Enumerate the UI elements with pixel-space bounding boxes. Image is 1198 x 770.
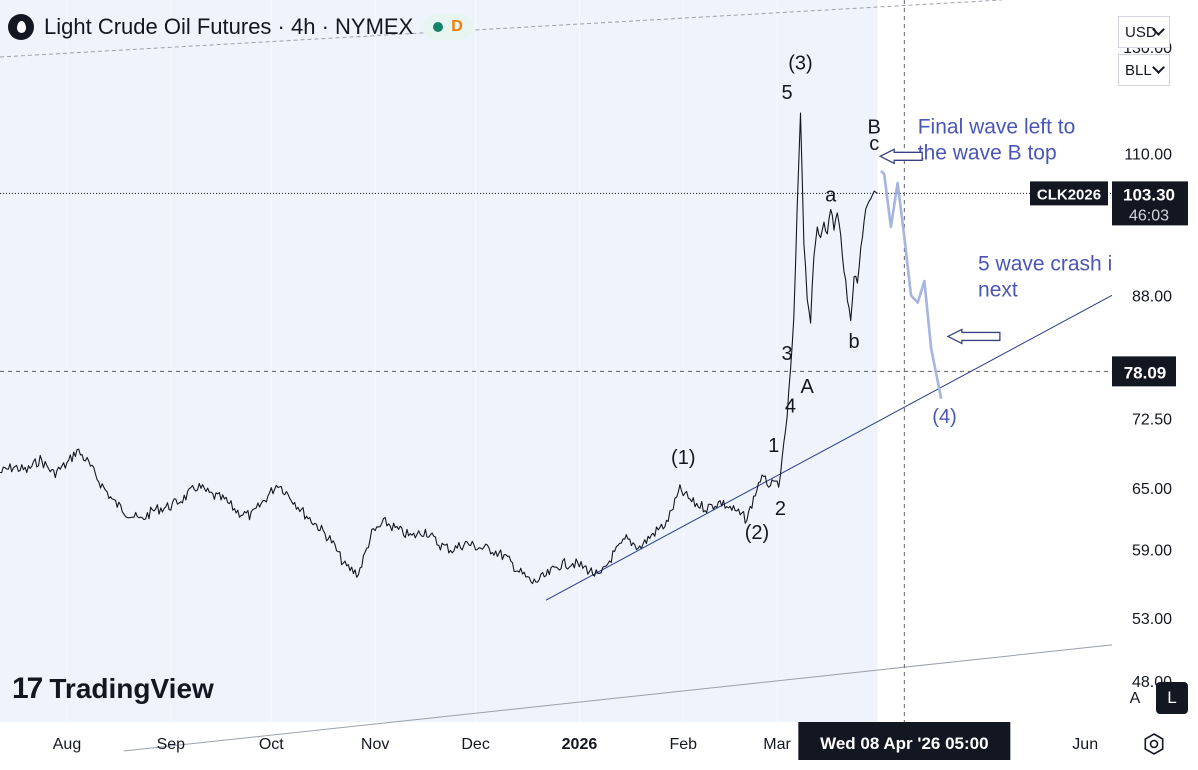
symbol-tag-label: CLK2026 — [1037, 186, 1101, 203]
time-tick-label: Nov — [361, 736, 389, 753]
time-tick-label: Oct — [259, 736, 284, 753]
unit-dropdown[interactable]: BLL — [1118, 54, 1170, 86]
price-tick-label: 53.00 — [1132, 611, 1172, 628]
delayed-data-badge: D — [451, 18, 463, 35]
annotation-text: 5 wave crash is next — [978, 253, 1123, 302]
wave-label: 5 — [782, 82, 793, 104]
history-background — [0, 0, 878, 722]
time-tick-label: Aug — [53, 736, 81, 753]
currency-dropdown[interactable]: USD — [1118, 16, 1170, 48]
trendline — [123, 644, 1113, 752]
time-tick-label: Feb — [669, 736, 697, 753]
annotation-line: next — [978, 279, 1018, 302]
price-tick-label: 65.00 — [1132, 481, 1172, 498]
price-tick-label: 59.00 — [1132, 543, 1172, 560]
market-status[interactable]: D — [423, 14, 473, 40]
crosshair-price-tag — [1112, 356, 1176, 387]
market-open-icon — [433, 22, 444, 32]
annotation-text: Final wave left to the wave B top — [918, 115, 1076, 164]
trendline — [545, 294, 1113, 601]
wave-label: c — [869, 133, 879, 155]
time-tick-label: Mar — [763, 736, 791, 753]
wave-label: (4) — [932, 406, 956, 428]
auto-scale-button[interactable]: A — [1129, 690, 1141, 707]
pointer-arrow-icon — [878, 148, 923, 165]
tradingview-mark-icon: 17 — [12, 672, 43, 705]
chevron-down-icon — [1152, 61, 1165, 74]
wave-label: A — [801, 376, 815, 398]
crosshair-time-tag — [798, 722, 1011, 760]
last-price-tag — [1112, 181, 1188, 226]
annotation-line: the wave B top — [918, 141, 1057, 164]
wave-label: b — [849, 331, 860, 353]
wave-label: 4 — [785, 395, 796, 417]
price-tick-label: 110.00 — [1124, 146, 1172, 163]
wave-label: 3 — [782, 343, 793, 365]
gear-icon[interactable] — [1142, 732, 1166, 756]
crosshair-price-value: 78.09 — [1124, 363, 1167, 382]
price-tick-label: 88.00 — [1132, 288, 1172, 305]
currency-label: USD — [1125, 23, 1157, 41]
wave-label: a — [825, 184, 837, 206]
last-price-value: 103.30 — [1123, 185, 1175, 204]
projection-series — [880, 170, 943, 399]
time-tick-label: Sep — [157, 736, 186, 753]
wave-label: B — [868, 116, 881, 138]
pointer-arrow-icon — [946, 328, 1001, 345]
wave-label: (3) — [788, 53, 812, 75]
tradingview-wordmark: TradingView — [49, 673, 214, 704]
symbol-tag — [1030, 181, 1108, 206]
time-tick-label: Jun — [1072, 736, 1098, 753]
trendline — [0, 0, 1002, 58]
wave-label: 1 — [768, 435, 779, 457]
symbol-title[interactable]: Light Crude Oil Futures · 4h · NYMEX — [44, 14, 414, 39]
unit-label: BLL — [1125, 61, 1152, 79]
time-tick-label: 2026 — [562, 736, 598, 753]
oil-drop-icon — [8, 14, 34, 40]
log-scale-button[interactable]: L — [1156, 682, 1188, 714]
wave-label: (2) — [745, 522, 769, 544]
annotation-line: 5 wave crash is — [978, 253, 1123, 276]
time-tick-label: Dec — [461, 736, 489, 753]
crosshair-time-label: Wed 08 Apr '26 05:00 — [820, 734, 988, 753]
wave-label: 2 — [775, 498, 786, 520]
annotation-line: Final wave left to — [918, 115, 1076, 138]
symbol-header: Light Crude Oil Futures · 4h · NYMEX D — [8, 14, 473, 40]
wave-label: (1) — [671, 447, 695, 469]
price-series — [0, 112, 878, 585]
tradingview-logo[interactable]: 17 TradingView — [12, 672, 214, 706]
bar-countdown: 46:03 — [1129, 207, 1169, 224]
price-tick-label: 72.50 — [1132, 412, 1172, 429]
